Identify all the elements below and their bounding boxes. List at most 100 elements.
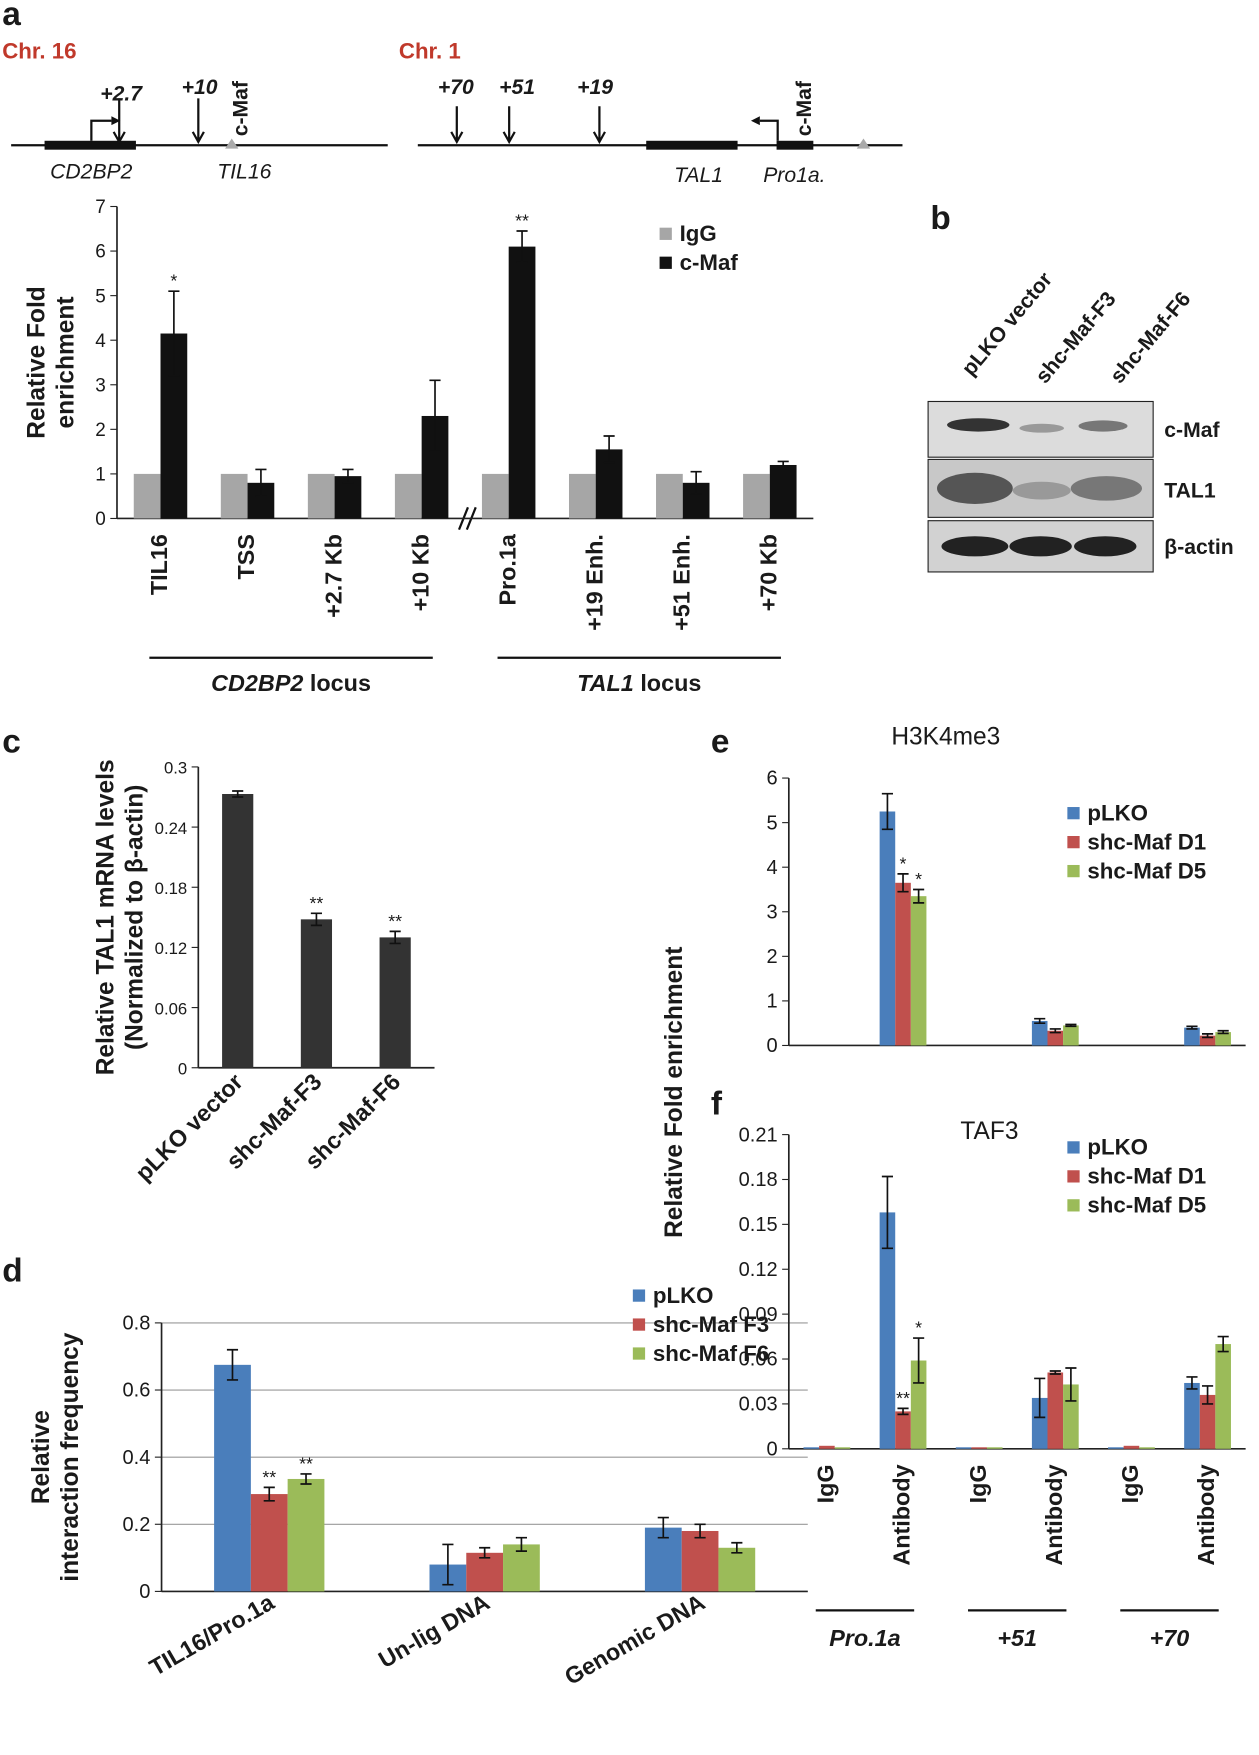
group-label: Pro.1a (829, 1625, 900, 1651)
error-bar (1065, 1023, 1077, 1028)
band (947, 418, 1010, 432)
error-bar (1034, 1017, 1046, 1025)
legend-swatch (1067, 807, 1080, 820)
y-tick-label: 2 (767, 946, 778, 968)
bar (718, 1547, 756, 1592)
maf-label: c-Maf (229, 80, 252, 136)
band (1078, 420, 1128, 432)
error-bar (389, 930, 401, 945)
site-label: +2.7 (100, 83, 143, 106)
legend-label: shc-Maf F6 (653, 1341, 769, 1366)
y-axis-label: Relative (28, 1410, 55, 1504)
error-bar (1049, 1028, 1061, 1034)
legend-label: shc-Maf D1 (1087, 1164, 1206, 1189)
x-tick-label: Un-lig DNA (374, 1589, 494, 1673)
group-gene: Pro.1a (829, 1625, 900, 1651)
significance: ** (896, 1388, 910, 1408)
gene-label: TAL1 (674, 164, 723, 187)
chr-title: Chr. 1 (399, 38, 461, 63)
y-tick-label: 0.8 (123, 1313, 151, 1335)
bar (214, 1364, 251, 1592)
significance: ** (262, 1467, 276, 1487)
x-tick-label: +19 Enh. (581, 534, 607, 631)
legend-swatch (659, 227, 672, 240)
shared-y-label: Relative Fold enrichment (661, 947, 688, 1238)
legend-swatch (632, 1318, 646, 1331)
x-tick-label: Pro.1a (494, 533, 520, 605)
x-tick-label: Antibody (1193, 1464, 1219, 1565)
error-bar (694, 1523, 706, 1539)
x-tick-label: +2.7 Kb (320, 534, 346, 618)
site-arrow (112, 98, 126, 145)
bar (568, 473, 596, 519)
y-axis-label: (Normalized to β-actin) (122, 785, 149, 1050)
bar (1047, 1030, 1064, 1046)
group-gene: +70 (1150, 1625, 1190, 1651)
tss-arrow (759, 119, 779, 141)
gene-label: TIL16 (217, 161, 271, 184)
chr-title: Chr. 16 (2, 38, 76, 63)
x-tick-label: Antibody (889, 1464, 915, 1565)
bar (1199, 1394, 1216, 1449)
bar (481, 473, 509, 519)
group-suffix: locus (640, 670, 701, 696)
legend-label: pLKO (1087, 800, 1148, 825)
y-tick-label: 1 (95, 465, 106, 486)
bar (1139, 1447, 1155, 1449)
y-axis-label: interaction frequency (57, 1332, 84, 1582)
y-tick-label: 4 (95, 331, 106, 352)
panel-label: b (930, 200, 950, 237)
panel-label: c (2, 723, 21, 760)
y-tick-label: 1 (767, 991, 778, 1013)
error-bar (1201, 1385, 1214, 1405)
legend-swatch (1067, 1141, 1080, 1154)
error-bar (442, 1543, 454, 1586)
x-tick-label: TIL16/Pro.1a (145, 1588, 279, 1681)
error-bar (1217, 1335, 1229, 1353)
significance: * (915, 869, 922, 889)
bar (656, 473, 683, 519)
y-tick-label: 0 (95, 509, 106, 530)
maf-label: c-Maf (793, 80, 816, 136)
bar (803, 1447, 820, 1449)
error-bar (913, 888, 925, 904)
bar (300, 919, 333, 1068)
legend-swatch (1067, 1170, 1080, 1183)
y-tick-label: 5 (95, 286, 106, 307)
error-bar (881, 792, 893, 831)
chart-title: H3K4me3 (891, 724, 1000, 751)
y-axis-label: enrichment (53, 296, 80, 428)
site-label: +70 (438, 76, 474, 99)
bar (769, 464, 797, 519)
western-blot: pLKO vector shc-Maf-F3 shc-Maf-F6 c-Maf … (927, 268, 1234, 573)
significance: * (170, 271, 177, 291)
y-tick-label: 0.6 (123, 1380, 151, 1402)
chr16-diagram: Chr. 16 +2.7 +10 c-Maf CD2BP2 TIL16 (2, 38, 388, 184)
error-bar (603, 435, 615, 464)
significance: ** (309, 893, 323, 913)
bar (743, 473, 770, 519)
y-tick-label: 0 (139, 1581, 150, 1603)
site-arrow (450, 106, 464, 145)
y-tick-label: 0.03 (739, 1394, 778, 1416)
error-bar (1186, 1025, 1198, 1030)
bar (133, 473, 161, 519)
row-label: β-actin (1164, 536, 1233, 559)
bar (508, 246, 536, 519)
legend-label: c-Maf (680, 250, 739, 275)
group-label: TAL1 locus (577, 670, 701, 696)
bar (1184, 1382, 1200, 1449)
error-bar (515, 1536, 527, 1552)
y-axis-label: Relative TAL1 mRNA levels (93, 759, 120, 1075)
error-bar (881, 1175, 893, 1250)
legend-label: pLKO (653, 1283, 714, 1308)
error-bar (657, 1516, 669, 1539)
panel-label: e (711, 723, 730, 760)
bar (1215, 1344, 1231, 1449)
bar (681, 1530, 719, 1592)
bar (834, 1447, 851, 1449)
bar (895, 882, 911, 1046)
error-bar (777, 460, 789, 470)
error-bar (1049, 1370, 1061, 1375)
